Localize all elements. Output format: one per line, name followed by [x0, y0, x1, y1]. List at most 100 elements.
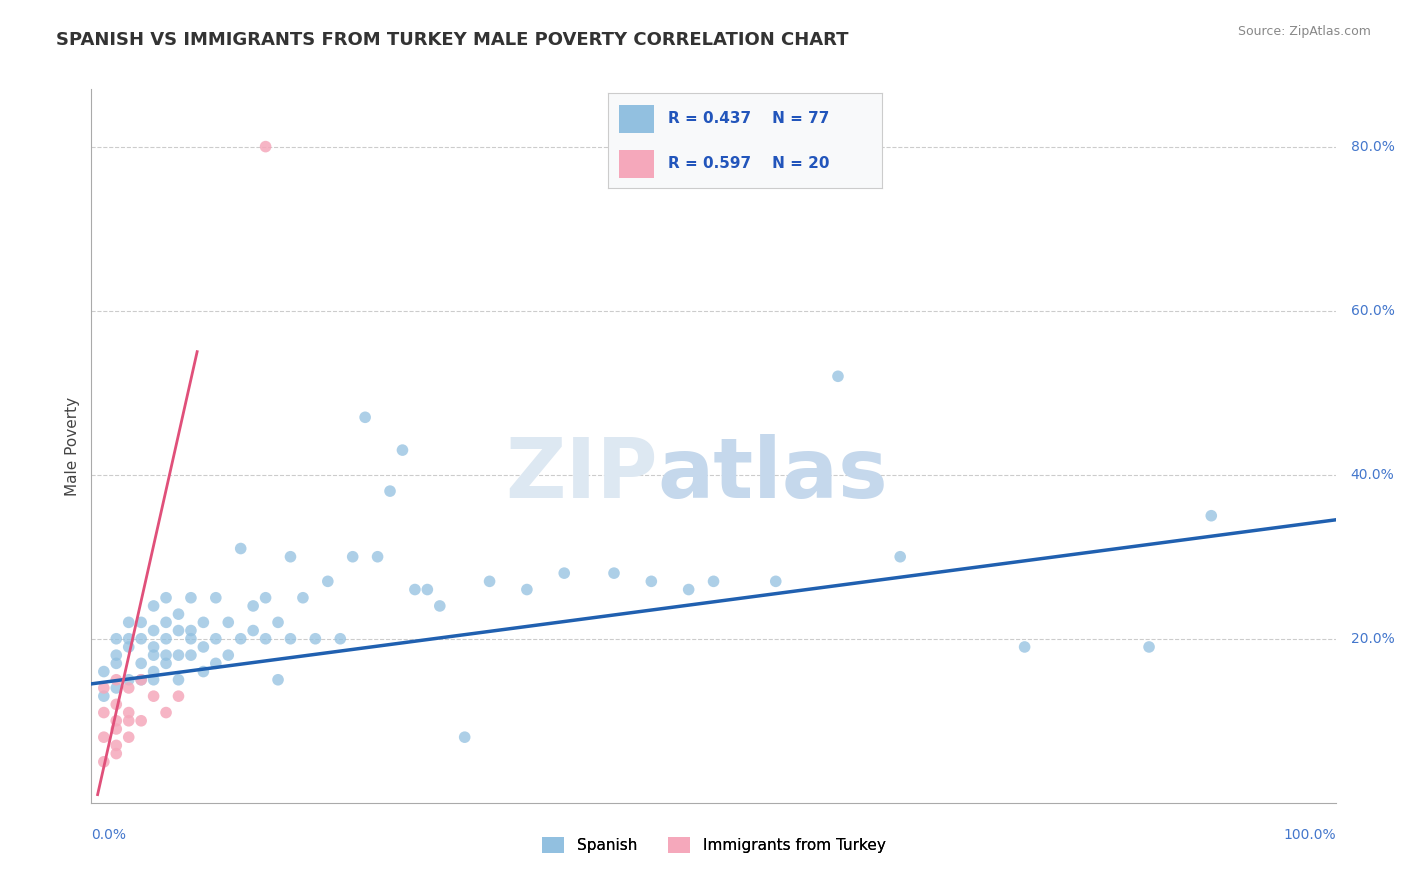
Point: [1137, 640, 1160, 654]
Point: [254, 139, 277, 153]
Legend: Spanish, Immigrants from Turkey: Spanish, Immigrants from Turkey: [536, 831, 891, 859]
Point: [193, 615, 215, 630]
Point: [142, 665, 165, 679]
Point: [167, 648, 190, 662]
Text: 40.0%: 40.0%: [1351, 467, 1395, 482]
Point: [167, 673, 190, 687]
Text: 100.0%: 100.0%: [1284, 828, 1336, 842]
Point: [304, 632, 326, 646]
Point: [118, 706, 141, 720]
Point: [155, 648, 177, 662]
Text: atlas: atlas: [658, 434, 889, 515]
Point: [105, 747, 128, 761]
Point: [142, 599, 165, 613]
Point: [93, 665, 115, 679]
Point: [129, 714, 152, 728]
Text: R = 0.597    N = 20: R = 0.597 N = 20: [668, 155, 830, 170]
Point: [105, 714, 128, 728]
Point: [280, 549, 302, 564]
Point: [155, 657, 177, 671]
Point: [118, 632, 141, 646]
FancyBboxPatch shape: [619, 150, 654, 178]
Point: [105, 657, 128, 671]
Point: [142, 648, 165, 662]
Point: [193, 665, 215, 679]
Point: [129, 615, 152, 630]
Point: [105, 722, 128, 736]
Point: [105, 648, 128, 662]
Text: 60.0%: 60.0%: [1351, 303, 1395, 318]
Point: [167, 689, 190, 703]
Point: [105, 673, 128, 687]
Point: [93, 706, 115, 720]
Point: [404, 582, 426, 597]
FancyBboxPatch shape: [619, 104, 654, 133]
Point: [105, 681, 128, 695]
Point: [167, 607, 190, 622]
Point: [280, 632, 302, 646]
Point: [765, 574, 787, 589]
Point: [155, 706, 177, 720]
Point: [603, 566, 626, 581]
Point: [254, 632, 277, 646]
Point: [478, 574, 501, 589]
Point: [229, 632, 252, 646]
Point: [316, 574, 339, 589]
Point: [118, 730, 141, 744]
Point: [155, 591, 177, 605]
Point: [129, 632, 152, 646]
Point: [291, 591, 314, 605]
Point: [142, 689, 165, 703]
Point: [378, 484, 401, 499]
Text: 20.0%: 20.0%: [1351, 632, 1395, 646]
Text: Source: ZipAtlas.com: Source: ZipAtlas.com: [1237, 25, 1371, 38]
Point: [118, 640, 141, 654]
Point: [205, 657, 228, 671]
Point: [167, 624, 190, 638]
Point: [429, 599, 451, 613]
Point: [242, 624, 264, 638]
Point: [254, 591, 277, 605]
Point: [118, 714, 141, 728]
Point: [242, 599, 264, 613]
Point: [229, 541, 252, 556]
Point: [678, 582, 700, 597]
Point: [354, 410, 377, 425]
Point: [267, 673, 290, 687]
Point: [142, 673, 165, 687]
Point: [1014, 640, 1036, 654]
Point: [180, 624, 202, 638]
Point: [155, 632, 177, 646]
Point: [329, 632, 352, 646]
Point: [367, 549, 389, 564]
Point: [193, 640, 215, 654]
Y-axis label: Male Poverty: Male Poverty: [65, 396, 80, 496]
Text: 0.0%: 0.0%: [91, 828, 127, 842]
Point: [180, 591, 202, 605]
Point: [205, 632, 228, 646]
Point: [93, 681, 115, 695]
Text: SPANISH VS IMMIGRANTS FROM TURKEY MALE POVERTY CORRELATION CHART: SPANISH VS IMMIGRANTS FROM TURKEY MALE P…: [56, 31, 849, 49]
Point: [702, 574, 725, 589]
Point: [180, 648, 202, 662]
Point: [118, 673, 141, 687]
Point: [217, 648, 239, 662]
Point: [889, 549, 911, 564]
Point: [105, 632, 128, 646]
Text: ZIP: ZIP: [505, 434, 658, 515]
Point: [342, 549, 364, 564]
Point: [118, 681, 141, 695]
Point: [516, 582, 538, 597]
Point: [391, 443, 413, 458]
Point: [118, 615, 141, 630]
Point: [180, 632, 202, 646]
Point: [553, 566, 575, 581]
Point: [1201, 508, 1223, 523]
Point: [267, 615, 290, 630]
Text: R = 0.437    N = 77: R = 0.437 N = 77: [668, 112, 830, 127]
Point: [217, 615, 239, 630]
Point: [93, 755, 115, 769]
Point: [416, 582, 439, 597]
Point: [129, 657, 152, 671]
Point: [93, 689, 115, 703]
